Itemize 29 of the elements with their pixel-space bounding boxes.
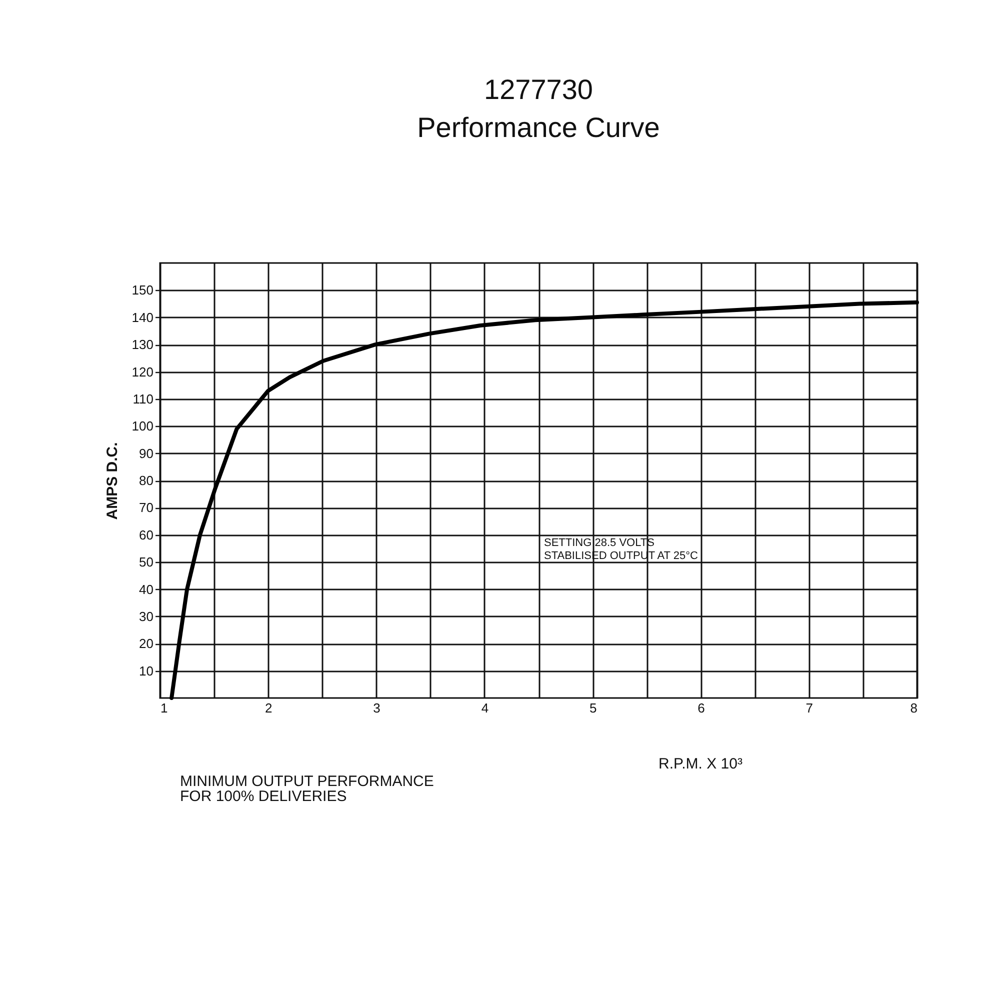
- y-tick-label: 70: [139, 500, 154, 516]
- x-tick-label: 5: [589, 700, 597, 716]
- x-tick-label: 2: [265, 700, 272, 716]
- chart-title: 1277730: [484, 74, 594, 105]
- y-tick-label: 40: [139, 582, 154, 597]
- x-tick-label: 8: [910, 700, 918, 716]
- x-tick-label: 7: [806, 700, 813, 716]
- chart-subtitle: Performance Curve: [417, 112, 660, 143]
- y-tick-label: 110: [132, 391, 154, 406]
- x-tick-label: 3: [373, 700, 380, 716]
- y-tick-label: 10: [139, 663, 154, 678]
- y-tick-label: 30: [139, 608, 154, 624]
- y-axis-title: AMPS D.C.: [104, 442, 121, 520]
- x-tick-label: 4: [481, 700, 489, 716]
- line-series: [170, 300, 919, 700]
- y-tick-label: 80: [139, 473, 154, 488]
- text: MINIMUM OUTPUT PERFORMANCE FOR 100% DELIVERIES: [180, 773, 434, 805]
- y-tick-label: 20: [139, 636, 154, 652]
- y-tick-label: 130: [132, 337, 154, 352]
- x-tick-label: 6: [698, 700, 705, 716]
- y-tick-label: 90: [139, 446, 154, 461]
- y-tick-label: 100: [132, 418, 154, 434]
- x-tick-label: 1: [160, 700, 168, 716]
- y-tick-label: 150: [132, 282, 154, 298]
- y-tick-label: 140: [132, 310, 154, 325]
- y-tick-label: 50: [139, 554, 154, 570]
- y-tick-label: 60: [139, 527, 154, 542]
- y-tick-label: 120: [132, 364, 154, 380]
- x-axis-title: R.P.M. X 10³: [658, 756, 742, 772]
